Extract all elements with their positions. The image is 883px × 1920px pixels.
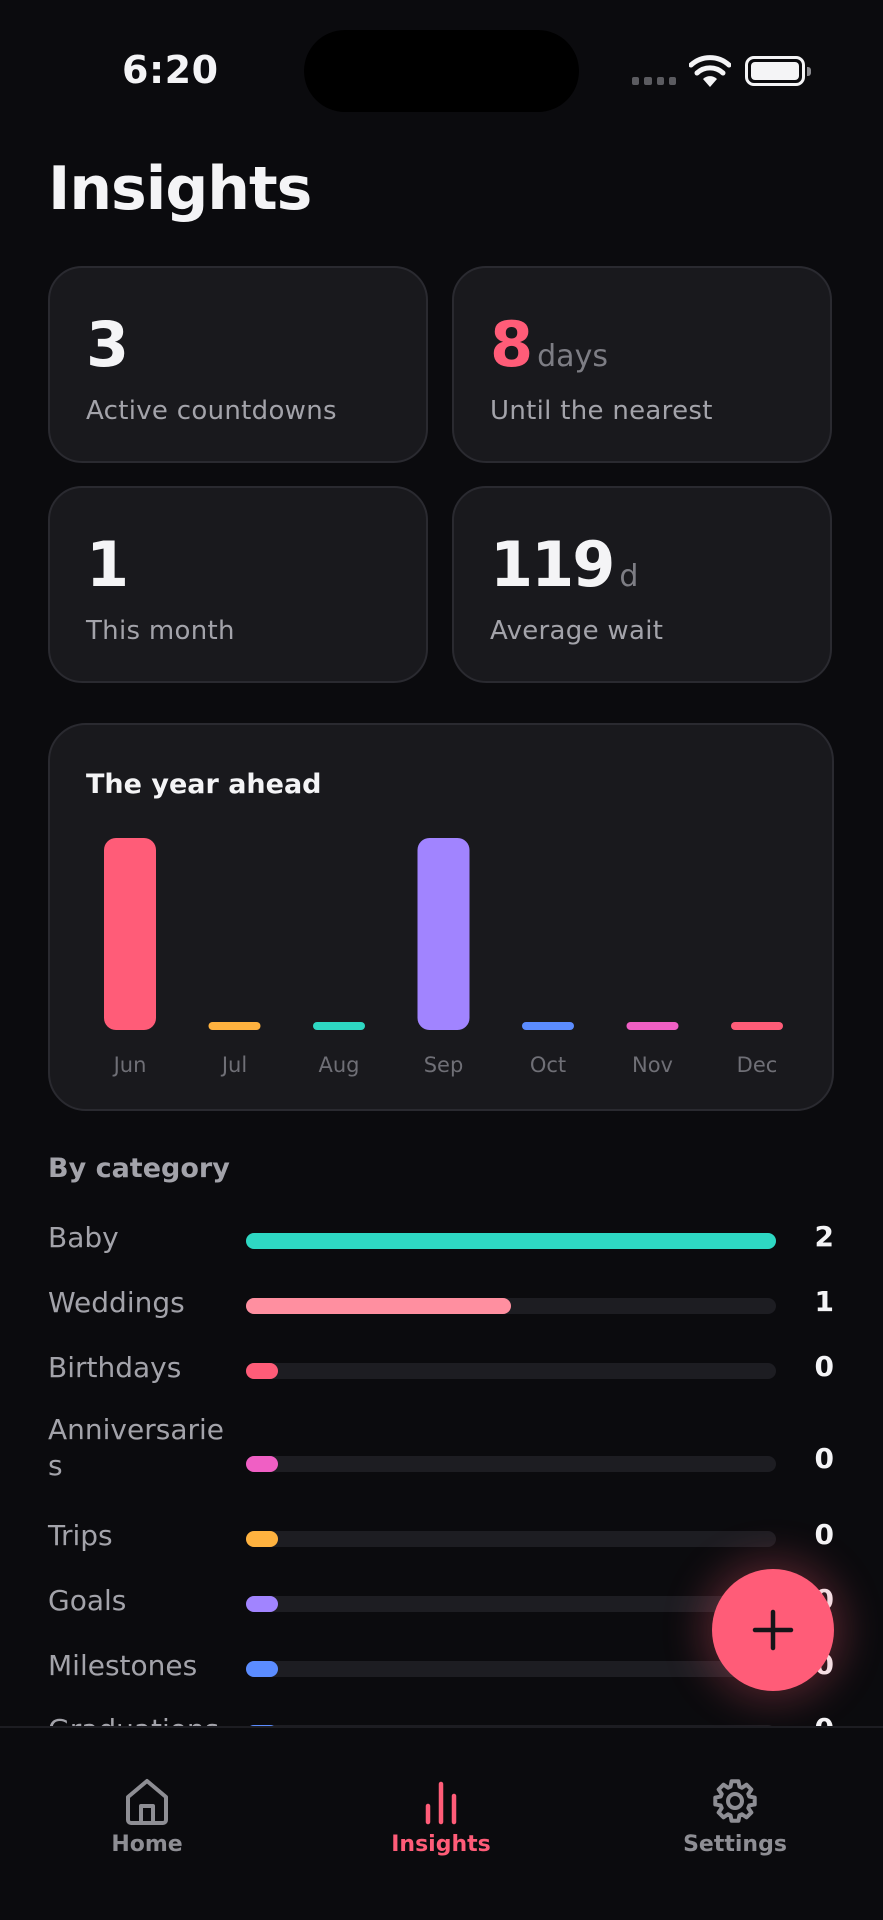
stat-label: Active countdowns <box>86 396 337 426</box>
chart-bar-dec <box>731 1022 783 1030</box>
battery-icon <box>745 56 811 86</box>
home-icon <box>126 1779 168 1825</box>
category-bar-track <box>246 1456 776 1472</box>
category-row: Anniversaries 0 <box>48 1412 834 1482</box>
stat-value: 3 <box>86 308 129 381</box>
category-row: Trips 0 <box>48 1518 834 1558</box>
stat-value: 8 <box>490 308 533 381</box>
stat-card-active-countdowns: 3 Active countdowns <box>48 266 428 463</box>
chart-tick-label: Oct <box>530 1053 566 1077</box>
category-count: 0 <box>814 1518 834 1551</box>
tab-label: Home <box>111 1832 183 1857</box>
category-row: Birthdays 0 <box>48 1350 834 1390</box>
chart-tick-label: Jun <box>112 1053 147 1077</box>
stat-value: 119 <box>490 528 615 601</box>
category-label: Milestones <box>48 1649 198 1682</box>
category-bar-track <box>246 1363 776 1379</box>
status-time: 6:20 <box>122 48 219 92</box>
category-label: Weddings <box>48 1286 185 1319</box>
status-bar: 6:20 <box>0 0 883 130</box>
category-row: Goals0 <box>48 1583 834 1623</box>
category-bar-track <box>246 1596 776 1612</box>
chart-bar-aug <box>313 1022 365 1030</box>
chart-bar-sep <box>417 838 470 1030</box>
category-bar-fill <box>246 1531 278 1547</box>
tab-bar: Home Insights Settings <box>0 1726 883 1920</box>
page-title: Insights <box>48 154 312 224</box>
by-category-title: By category <box>48 1153 230 1184</box>
stat-card-average-wait: 119 d Average wait <box>452 486 832 683</box>
chart-tick-label: Nov <box>632 1053 673 1077</box>
tab-home[interactable]: Home <box>47 1776 247 1886</box>
category-bar-track <box>246 1298 776 1314</box>
stat-label: Average wait <box>490 616 664 646</box>
chart-tick-label: Aug <box>318 1053 359 1077</box>
category-bar-fill <box>246 1661 278 1677</box>
category-row: Baby 2 <box>48 1220 834 1260</box>
category-bar-track <box>246 1233 776 1249</box>
stat-label: This month <box>86 616 235 646</box>
category-bar-fill <box>246 1596 278 1612</box>
tab-settings[interactable]: Settings <box>635 1776 835 1886</box>
category-row: Weddings 1 <box>48 1285 834 1325</box>
category-bar-fill <box>246 1233 776 1249</box>
category-label: Baby <box>48 1221 119 1254</box>
tab-label: Settings <box>683 1832 787 1857</box>
category-bar-fill <box>246 1456 278 1472</box>
category-bar-fill <box>246 1298 511 1314</box>
category-count: 0 <box>814 1350 834 1383</box>
chart-tick-label: Dec <box>737 1053 778 1077</box>
category-label: Goals <box>48 1584 127 1617</box>
stat-card-nearest: 8 days Until the nearest <box>452 266 832 463</box>
chart-title: The year ahead <box>86 769 322 800</box>
chart-bar-oct <box>522 1022 574 1030</box>
chart-tick-label: Sep <box>424 1053 464 1077</box>
chart-bar-jun <box>104 838 156 1030</box>
stat-unit: days <box>537 339 608 374</box>
stat-unit: d <box>619 559 639 594</box>
stat-card-this-month: 1 This month <box>48 486 428 683</box>
wifi-icon <box>689 55 731 87</box>
category-label: Birthdays <box>48 1351 182 1384</box>
category-count: 2 <box>814 1220 834 1253</box>
stat-label: Until the nearest <box>490 396 713 426</box>
tab-label: Insights <box>391 1832 491 1857</box>
category-bar-fill <box>246 1363 278 1379</box>
category-label: Anniversaries <box>48 1413 224 1482</box>
bar-chart-icon <box>425 1781 457 1825</box>
add-countdown-button[interactable] <box>712 1569 834 1691</box>
year-ahead-chart: Jun Jul Aug Sep Oct Nov Dec <box>104 838 783 1077</box>
dynamic-island <box>304 30 579 112</box>
category-row: Milestones 0 <box>48 1648 834 1688</box>
category-count: 0 <box>814 1442 834 1475</box>
chart-bar-nov <box>626 1022 679 1030</box>
tab-insights[interactable]: Insights <box>341 1776 541 1886</box>
year-ahead-chart-card: Jun Jul Aug Sep Oct Nov Dec The year ahead <box>48 723 834 1111</box>
plus-icon <box>752 1609 794 1651</box>
cellular-signal-icon <box>632 77 676 85</box>
category-bar-track <box>246 1661 776 1677</box>
category-bar-track <box>246 1531 776 1547</box>
category-count: 1 <box>814 1285 834 1318</box>
chart-bar-jul <box>208 1022 261 1030</box>
gear-icon <box>713 1779 757 1823</box>
stat-value: 1 <box>86 528 129 601</box>
category-label: Trips <box>48 1519 113 1552</box>
chart-tick-label: Jul <box>220 1053 247 1077</box>
